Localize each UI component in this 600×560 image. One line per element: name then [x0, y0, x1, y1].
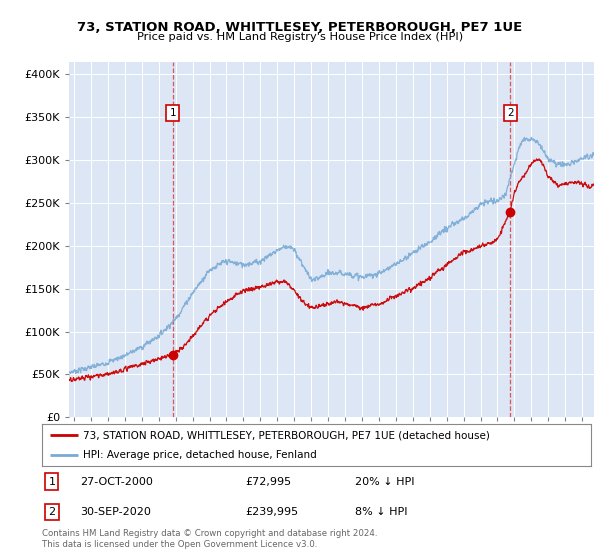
Text: 73, STATION ROAD, WHITTLESEY, PETERBOROUGH, PE7 1UE: 73, STATION ROAD, WHITTLESEY, PETERBOROU… — [77, 21, 523, 34]
Text: 30-SEP-2020: 30-SEP-2020 — [80, 507, 151, 517]
Text: 27-OCT-2000: 27-OCT-2000 — [80, 477, 154, 487]
Text: £72,995: £72,995 — [245, 477, 291, 487]
Text: £239,995: £239,995 — [245, 507, 298, 517]
Text: HPI: Average price, detached house, Fenland: HPI: Average price, detached house, Fenl… — [83, 450, 317, 460]
Text: 73, STATION ROAD, WHITTLESEY, PETERBOROUGH, PE7 1UE (detached house): 73, STATION ROAD, WHITTLESEY, PETERBOROU… — [83, 430, 490, 440]
Text: 2: 2 — [49, 507, 55, 517]
Text: 2: 2 — [507, 108, 514, 118]
Text: 20% ↓ HPI: 20% ↓ HPI — [355, 477, 415, 487]
Text: 8% ↓ HPI: 8% ↓ HPI — [355, 507, 407, 517]
Text: 1: 1 — [169, 108, 176, 118]
Text: Contains HM Land Registry data © Crown copyright and database right 2024.
This d: Contains HM Land Registry data © Crown c… — [42, 529, 377, 549]
Text: Price paid vs. HM Land Registry's House Price Index (HPI): Price paid vs. HM Land Registry's House … — [137, 32, 463, 43]
Text: 1: 1 — [49, 477, 55, 487]
